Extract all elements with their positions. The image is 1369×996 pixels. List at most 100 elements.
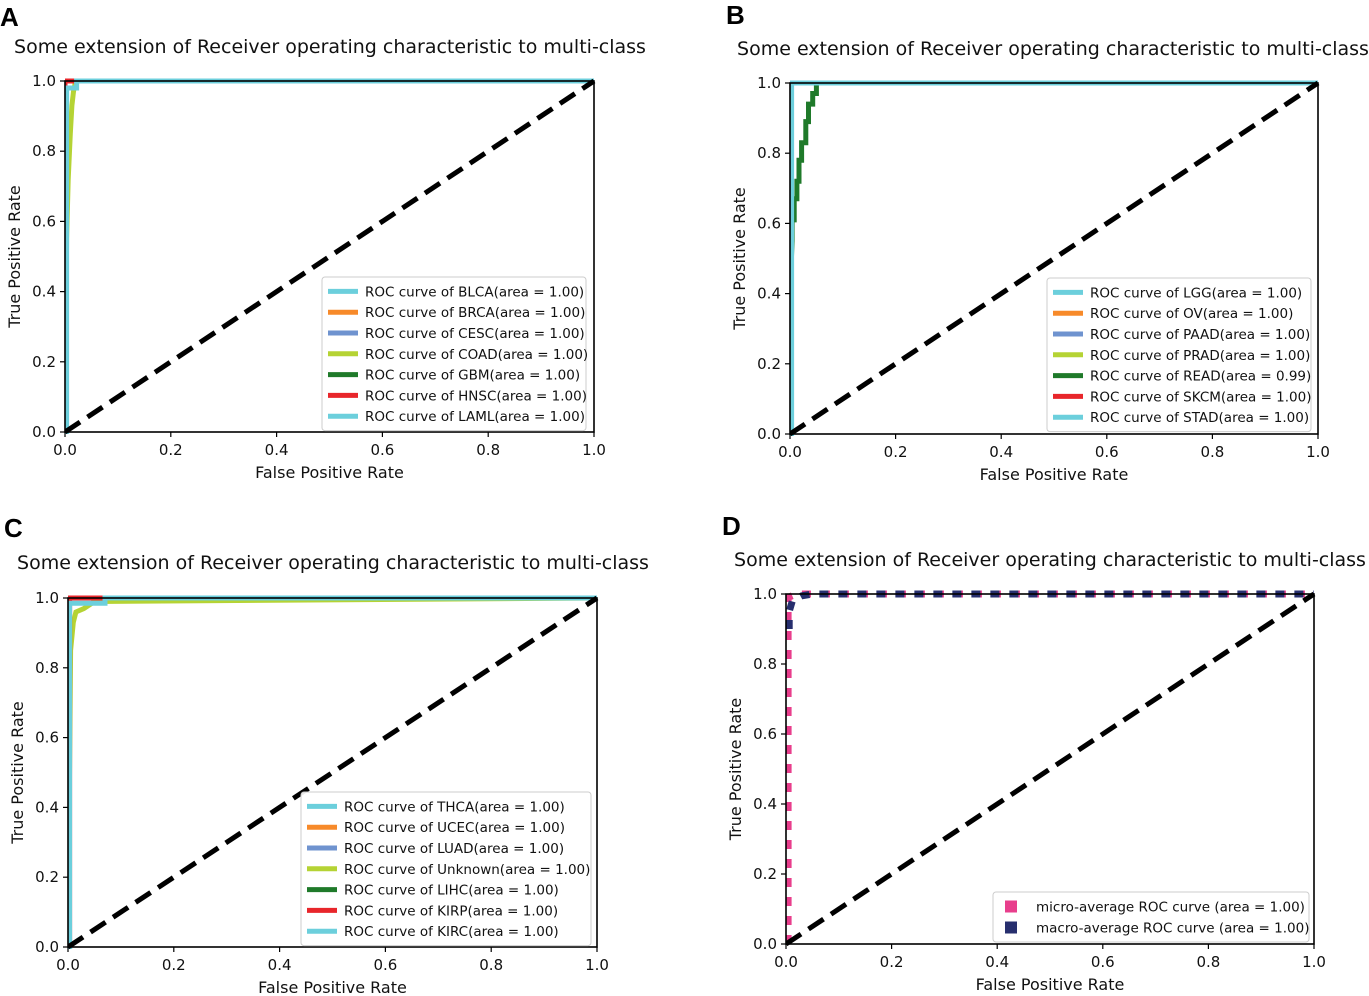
panel-label-a: A	[0, 2, 19, 32]
legend-label-b-3: ROC curve of PRAD(area = 1.00)	[1090, 348, 1310, 364]
y-axis-label-d: True Positive Rate	[726, 698, 745, 842]
legend-label-d-1: macro-average ROC curve (area = 1.00)	[1036, 921, 1309, 937]
x-tick-label-c-4: 0.8	[479, 956, 503, 974]
y-axis-label-b: True Positive Rate	[730, 187, 749, 331]
axes-frame-a	[64, 80, 595, 433]
x-tick-label-c-5: 1.0	[585, 956, 609, 974]
legend-box-b	[1046, 277, 1312, 433]
y-tick-label-b-0: 0.0	[757, 425, 781, 443]
legend-label-c-5: ROC curve of KIRP(area = 1.00)	[344, 903, 558, 919]
legend-box-a	[321, 276, 587, 432]
legend-label-a-5: ROC curve of HNSC(area = 1.00)	[365, 388, 587, 404]
x-axis-label-d: False Positive Rate	[976, 975, 1125, 994]
legend-label-c-6: ROC curve of KIRC(area = 1.00)	[344, 924, 559, 940]
y-axis-label-a: True Positive Rate	[5, 185, 24, 329]
y-tick-label-c-3: 0.6	[35, 729, 59, 747]
x-tick-label-d-2: 0.4	[985, 953, 1009, 971]
x-tick-label-b-1: 0.2	[884, 443, 908, 461]
y-tick-label-c-1: 0.2	[35, 868, 59, 886]
x-tick-label-b-2: 0.4	[989, 443, 1013, 461]
x-axis-label-a: False Positive Rate	[255, 463, 404, 482]
legend-swatch-d-1	[1005, 921, 1017, 934]
legend-label-b-6: ROC curve of STAD(area = 1.00)	[1090, 410, 1309, 426]
panel-label-b: B	[726, 0, 745, 30]
x-tick-label-c-1: 0.2	[162, 956, 186, 974]
legend-label-a-3: ROC curve of COAD(area = 1.00)	[365, 347, 588, 363]
y-tick-label-d-4: 0.8	[753, 655, 777, 673]
x-tick-label-d-3: 0.6	[1091, 953, 1115, 971]
legend-box-c	[300, 791, 592, 947]
y-tick-label-d-0: 0.0	[753, 935, 777, 953]
reference-diagonal-d	[786, 591, 1316, 946]
legend-label-c-2: ROC curve of LUAD(area = 1.00)	[344, 841, 564, 857]
legend-c: ROC curve of THCA(area = 1.00) ROC curve …	[300, 791, 592, 947]
chart-title-a: Some extension of Receiver operating cha…	[14, 36, 646, 58]
chart-title-b: Some extension of Receiver operating cha…	[737, 38, 1369, 60]
legend-d: micro-average ROC curve (area = 1.00) mac…	[992, 891, 1310, 943]
legend-label-b-4: ROC curve of READ(area = 0.99)	[1090, 369, 1311, 385]
legend-label-b-0: ROC curve of LGG(area = 1.00)	[1090, 285, 1302, 301]
chart-title-c: Some extension of Receiver operating cha…	[17, 552, 649, 574]
y-tick-label-d-3: 0.6	[753, 725, 777, 743]
panel-label-d: D	[722, 511, 741, 541]
x-tick-label-d-0: 0.0	[774, 953, 798, 971]
legend-label-b-5: ROC curve of SKCM(area = 1.00)	[1090, 389, 1312, 405]
panel-c: Some extension of Receiver operating cha…	[8, 552, 649, 996]
x-axis-label-b: False Positive Rate	[980, 465, 1129, 484]
y-tick-label-c-2: 0.4	[35, 798, 59, 816]
x-tick-label-d-4: 0.8	[1196, 953, 1220, 971]
y-tick-label-b-1: 0.2	[757, 355, 781, 373]
legend-label-a-2: ROC curve of CESC(area = 1.00)	[365, 326, 585, 342]
x-tick-label-b-3: 0.6	[1095, 443, 1119, 461]
x-tick-label-d-1: 0.2	[880, 953, 904, 971]
x-tick-label-b-5: 1.0	[1306, 443, 1330, 461]
y-tick-label-d-1: 0.2	[753, 865, 777, 883]
legend-label-b-2: ROC curve of PAAD(area = 1.00)	[1090, 327, 1310, 343]
panel-label-c: C	[4, 513, 23, 543]
y-tick-label-b-2: 0.4	[757, 285, 781, 303]
y-tick-label-a-1: 0.2	[32, 353, 56, 371]
x-tick-label-a-4: 0.8	[476, 441, 500, 459]
chart-title-d: Some extension of Receiver operating cha…	[734, 549, 1366, 571]
legend-label-a-6: ROC curve of LAML(area = 1.00)	[365, 409, 585, 425]
x-tick-label-c-0: 0.0	[56, 956, 80, 974]
x-tick-label-c-3: 0.6	[373, 956, 397, 974]
reference-diagonal-b	[790, 80, 1320, 436]
legend-label-c-1: ROC curve of UCEC(area = 1.00)	[344, 820, 565, 836]
legend-b: ROC curve of LGG(area = 1.00) ROC curve o…	[1046, 277, 1312, 433]
legend-label-b-1: ROC curve of OV(area = 1.00)	[1090, 306, 1293, 322]
y-tick-label-c-0: 0.0	[35, 938, 59, 956]
x-tick-label-b-0: 0.0	[778, 443, 802, 461]
y-tick-label-a-2: 0.4	[32, 283, 56, 301]
axes-frame-b	[789, 82, 1319, 435]
x-tick-label-d-5: 1.0	[1302, 953, 1326, 971]
y-tick-label-a-5: 1.0	[32, 72, 56, 90]
legend-label-d-0: micro-average ROC curve (area = 1.00)	[1036, 900, 1305, 916]
y-tick-label-a-3: 0.6	[32, 212, 56, 230]
y-tick-label-c-5: 1.0	[35, 589, 59, 607]
y-tick-label-b-5: 1.0	[757, 74, 781, 92]
x-tick-label-a-1: 0.2	[159, 441, 183, 459]
x-tick-label-a-3: 0.6	[370, 441, 394, 459]
x-axis-label-c: False Positive Rate	[258, 978, 407, 996]
series-line-d-1	[786, 590, 1314, 629]
x-tick-label-a-0: 0.0	[53, 441, 77, 459]
legend-label-c-3: ROC curve of Unknown(area = 1.00)	[344, 862, 590, 878]
panel-d: Some extension of Receiver operating cha…	[726, 549, 1366, 994]
reference-diagonal-c	[68, 595, 599, 949]
legend-label-c-0: ROC curve of THCA(area = 1.00)	[344, 799, 565, 815]
axes-frame-c	[67, 597, 598, 948]
legend-label-a-0: ROC curve of BLCA(area = 1.00)	[365, 284, 584, 300]
axes-frame-d	[785, 593, 1315, 945]
x-tick-label-a-2: 0.4	[265, 441, 289, 459]
legend-box-d	[992, 891, 1310, 943]
y-tick-label-c-4: 0.8	[35, 659, 59, 677]
y-tick-label-b-4: 0.8	[757, 144, 781, 162]
reference-diagonal-a	[65, 78, 596, 434]
x-tick-label-a-5: 1.0	[582, 441, 606, 459]
y-tick-label-d-5: 1.0	[753, 585, 777, 603]
legend-a: ROC curve of BLCA(area = 1.00) ROC curve …	[321, 276, 588, 432]
legend-swatch-d-0	[1005, 900, 1017, 913]
series-line-b-4	[790, 80, 1318, 294]
